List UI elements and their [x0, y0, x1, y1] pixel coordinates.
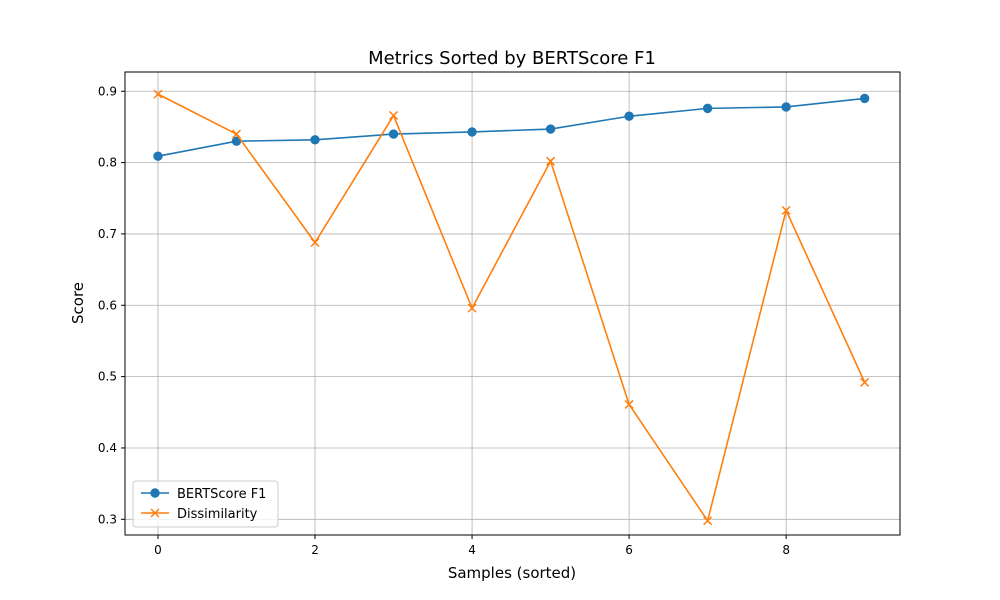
data-point [388, 129, 399, 139]
data-point [702, 103, 713, 114]
data-point [781, 205, 791, 215]
y-tick-label: 0.9 [98, 84, 117, 98]
y-tick-label: 0.5 [98, 370, 117, 384]
axis-ticks: 0 2 4 6 8 0.3 0.4 0.5 0.6 0.7 0.8 0.9 [98, 84, 790, 557]
y-tick-label: 0.8 [98, 156, 117, 170]
data-point [860, 377, 870, 387]
data-point [153, 151, 163, 161]
x-tick-label: 4 [468, 543, 476, 557]
data-point [859, 93, 870, 104]
data-point [467, 303, 477, 313]
y-tick-label: 0.7 [98, 227, 117, 241]
legend-marker [150, 508, 160, 518]
data-point [153, 89, 163, 99]
x-tick-label: 0 [154, 543, 162, 557]
y-tick-label: 0.6 [98, 298, 117, 312]
legend-entry: BERTScore F1 [141, 487, 266, 502]
series-line [157, 97, 865, 157]
data-point [467, 127, 477, 137]
y-tick-label: 0.3 [98, 512, 117, 526]
series-bertscore-f1 [153, 93, 870, 161]
y-tick-label: 0.4 [98, 441, 117, 455]
data-point [546, 156, 556, 166]
series-dissimilarity [153, 89, 870, 526]
x-tick-label: 8 [782, 543, 790, 557]
data-point [624, 399, 634, 409]
legend-label: BERTScore F1 [177, 487, 266, 502]
data-point [703, 516, 713, 526]
data-point [389, 110, 399, 121]
data-point [781, 102, 791, 112]
data-point [231, 129, 242, 139]
legend-box [132, 480, 279, 528]
chart-title: Metrics Sorted by BERTScore F1 [368, 48, 656, 69]
plot-frame [124, 71, 901, 536]
data-point [545, 124, 556, 134]
data-point [310, 135, 320, 145]
y-axis-label: Score [69, 282, 87, 324]
series-line [157, 93, 866, 523]
legend-entry: Dissimilarity [141, 507, 258, 522]
data-point [310, 237, 320, 248]
x-axis-label: Samples (sorted) [448, 564, 576, 582]
x-tick-label: 2 [311, 543, 319, 557]
legend-marker [150, 488, 160, 498]
legend-label: Dissimilarity [177, 507, 258, 522]
data-point [624, 111, 634, 121]
legend: BERTScore F1 Dissimilarity [132, 480, 279, 528]
x-tick-label: 6 [625, 543, 633, 557]
series-layer [153, 89, 870, 526]
